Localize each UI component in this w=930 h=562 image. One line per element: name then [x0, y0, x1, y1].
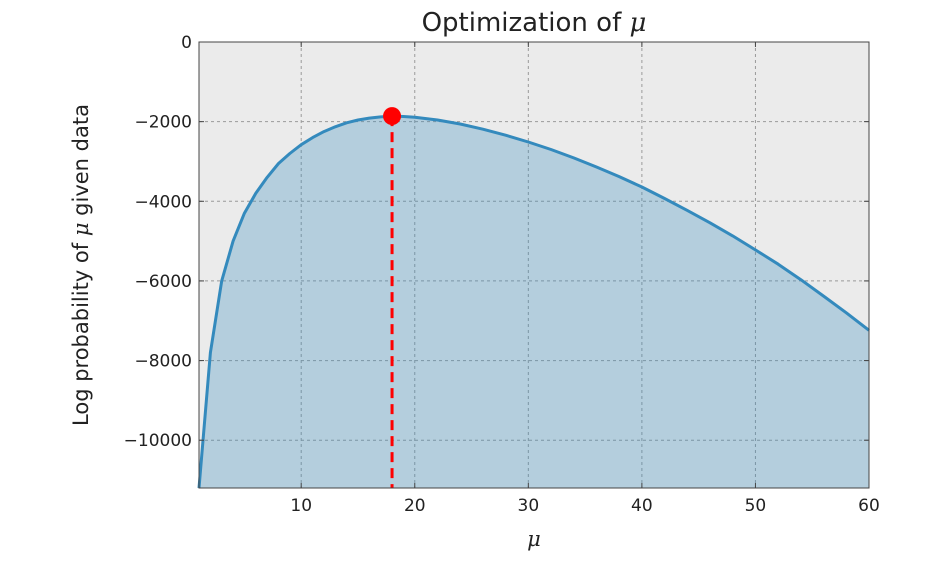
plot-area [197, 41, 870, 489]
y-tick-label: −6000 [134, 272, 192, 292]
y-axis-label: Log probability of μ given data [69, 104, 93, 426]
y-tick-label: −10000 [124, 431, 192, 451]
axis-ticks [199, 41, 870, 488]
x-axis-label: μ [527, 527, 541, 551]
y-tick-label: −8000 [134, 352, 192, 372]
x-tick-label: 30 [518, 496, 540, 516]
chart-title: Optimization of μ [422, 8, 647, 38]
area-fill [199, 116, 869, 488]
x-tick-label: 50 [745, 496, 767, 516]
grid-lines [199, 42, 869, 488]
y-tick-label: 0 [181, 33, 192, 53]
x-tick-label: 60 [858, 496, 880, 516]
x-tick-label: 10 [290, 496, 312, 516]
optimum-marker [383, 107, 402, 126]
plot-background [199, 42, 869, 488]
series-line [197, 114, 870, 489]
x-tick-label: 20 [404, 496, 426, 516]
plot-frame [198, 41, 870, 489]
y-tick-label: −4000 [134, 192, 192, 212]
x-tick-label: 40 [631, 496, 653, 516]
y-tick-labels: 0 −2000 −4000 −6000 −8000 −10000 [124, 33, 192, 451]
x-tick-labels: 10 20 30 40 50 60 [290, 496, 879, 516]
y-tick-label: −2000 [134, 113, 192, 133]
